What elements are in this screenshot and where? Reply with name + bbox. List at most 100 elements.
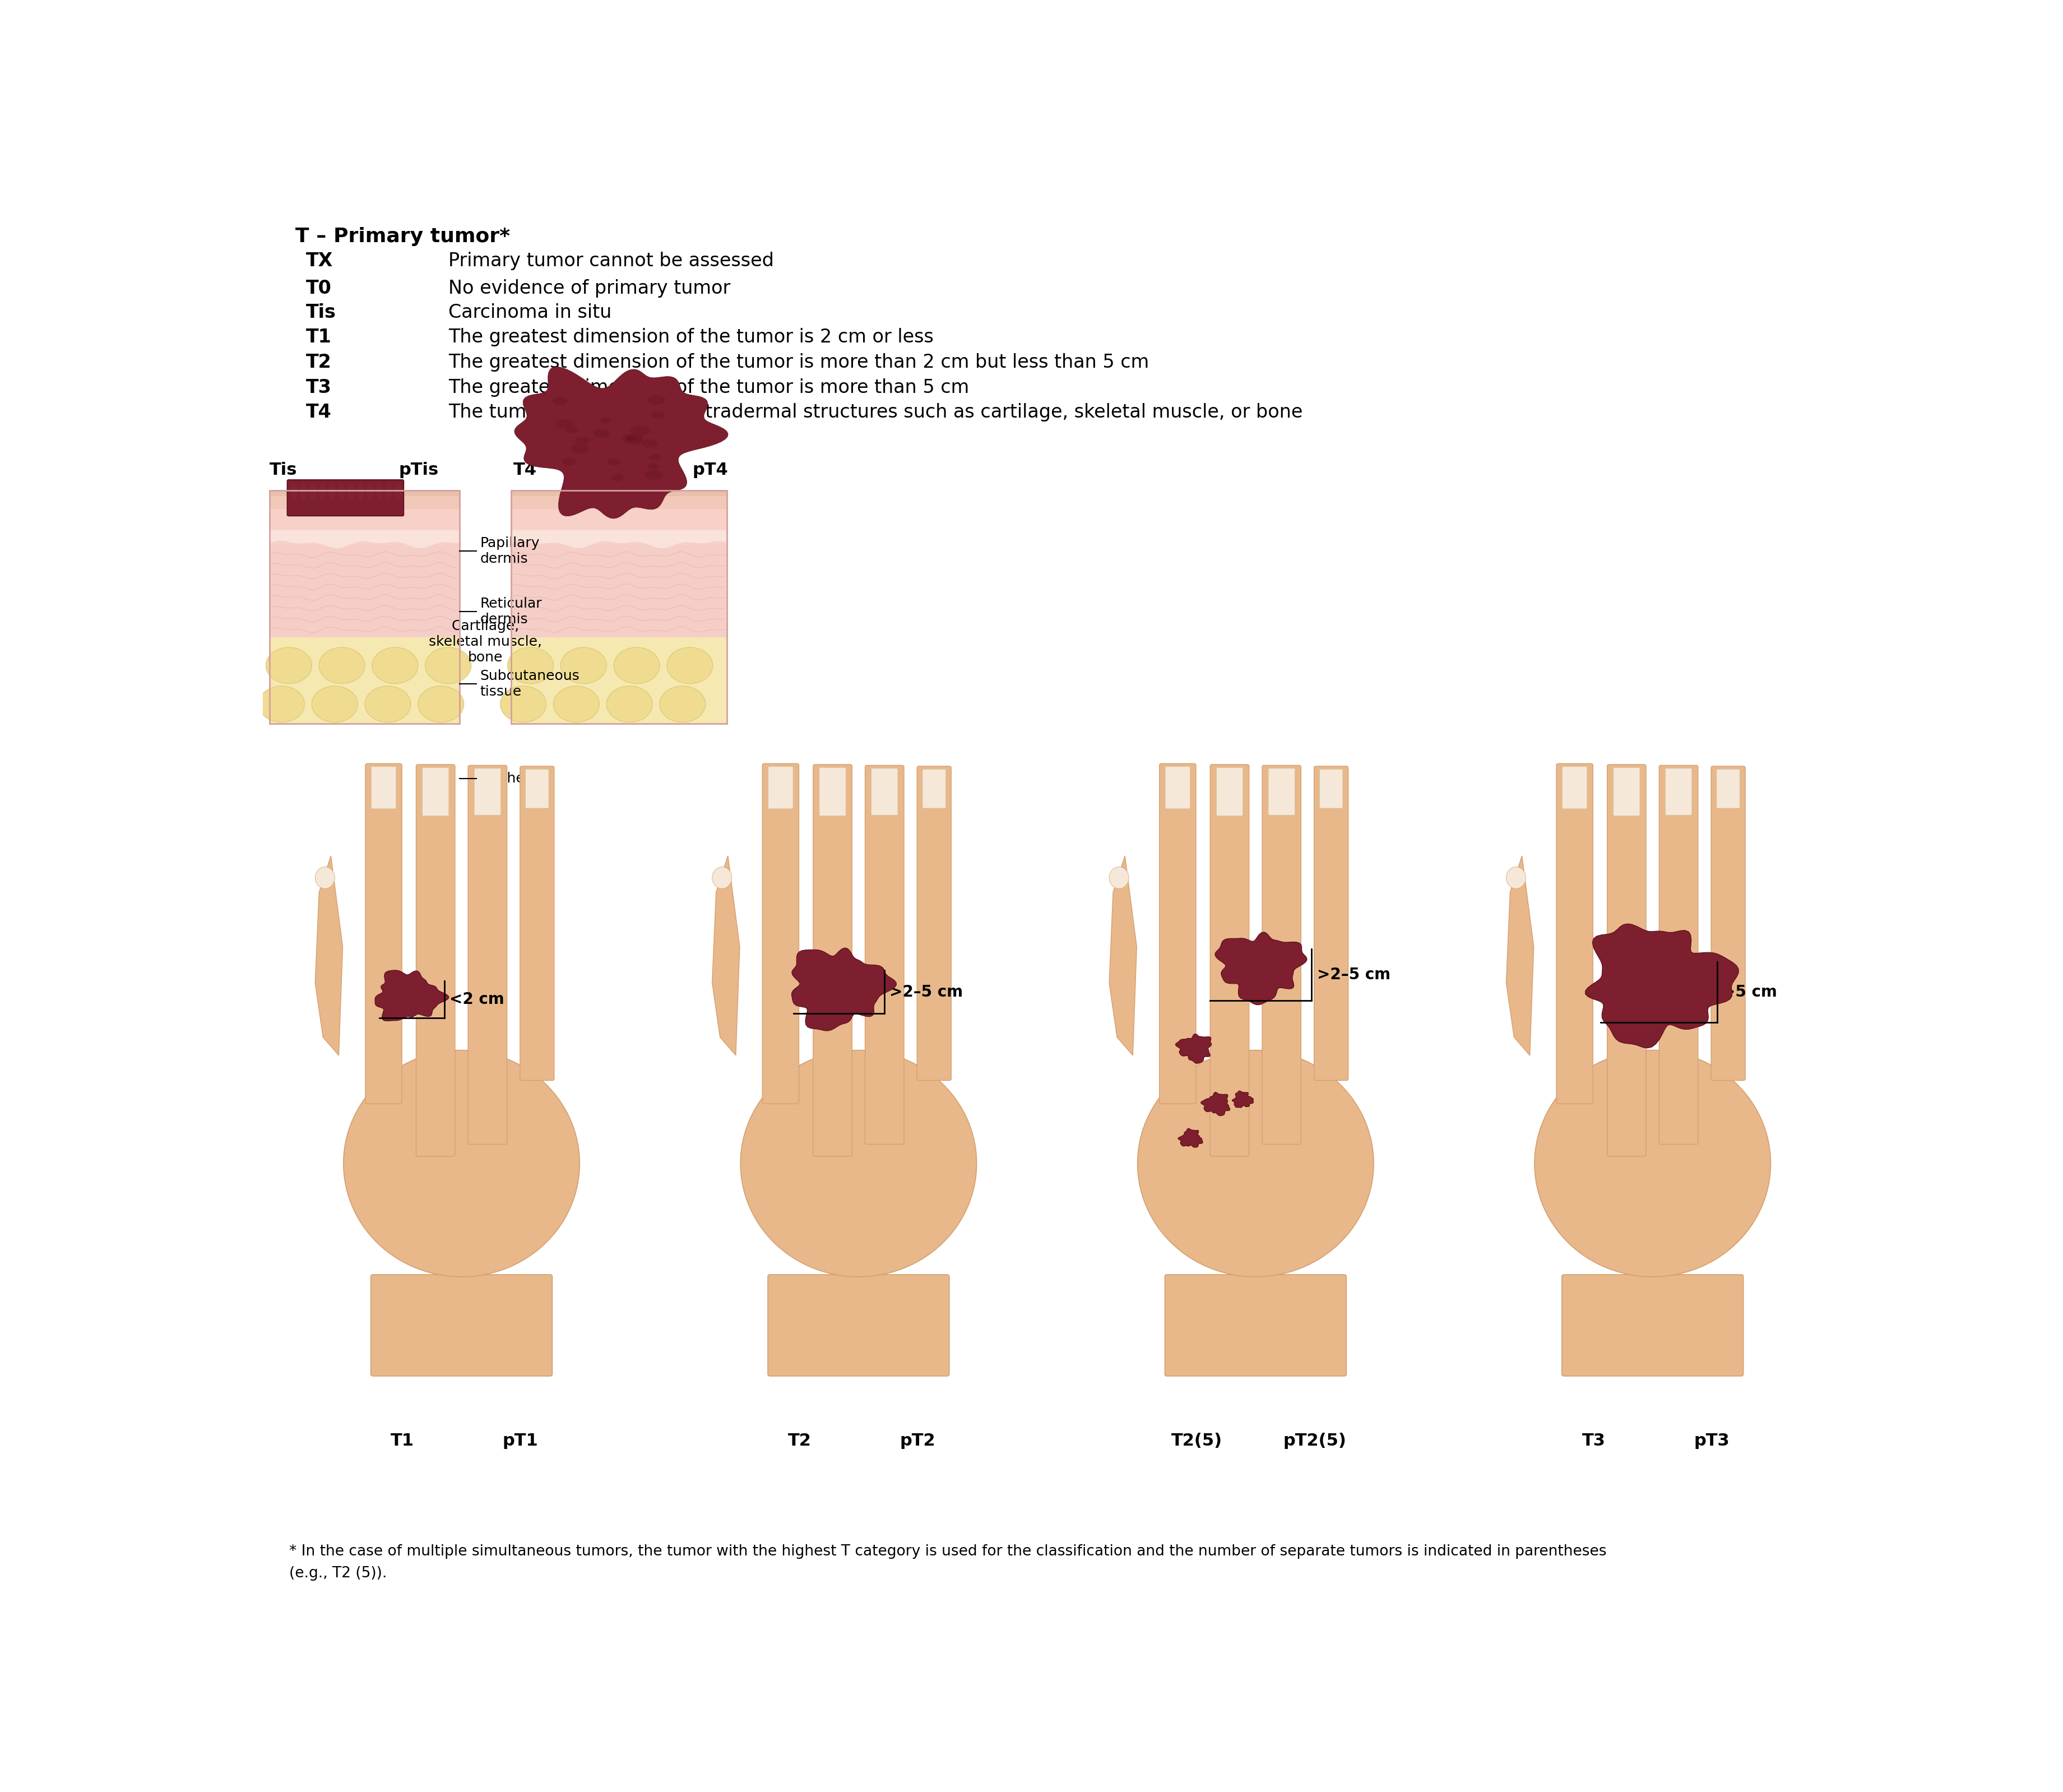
Ellipse shape [419,686,464,722]
Ellipse shape [1535,1050,1770,1276]
Ellipse shape [375,482,384,500]
Text: T3: T3 [305,378,332,396]
Text: T2: T2 [305,353,332,371]
Ellipse shape [258,686,305,722]
Bar [512,491,726,509]
Polygon shape [1178,1129,1203,1147]
Text: Epithelium: Epithelium [481,772,555,785]
FancyBboxPatch shape [468,765,507,1145]
FancyBboxPatch shape [864,765,904,1145]
Ellipse shape [607,686,652,722]
Ellipse shape [320,647,365,683]
Polygon shape [1584,923,1739,1048]
FancyBboxPatch shape [1710,767,1745,1081]
Ellipse shape [266,647,312,683]
Ellipse shape [425,647,470,683]
FancyBboxPatch shape [871,769,897,815]
Polygon shape [1215,932,1306,1005]
FancyBboxPatch shape [1166,767,1190,808]
Ellipse shape [571,444,588,453]
Ellipse shape [318,482,326,500]
Text: pT2(5): pT2(5) [1283,1432,1347,1450]
Text: * In the case of multiple simultaneous tumors, the tumor with the highest T cate: * In the case of multiple simultaneous t… [289,1545,1607,1559]
Ellipse shape [386,482,392,500]
FancyBboxPatch shape [767,767,792,808]
FancyBboxPatch shape [423,767,450,815]
Text: >5 cm: >5 cm [1723,984,1778,1000]
Polygon shape [1176,1034,1211,1063]
Ellipse shape [565,426,578,434]
Ellipse shape [650,410,664,419]
Ellipse shape [600,418,611,423]
Text: TX: TX [305,251,334,271]
Ellipse shape [627,434,644,443]
Ellipse shape [347,482,355,500]
FancyBboxPatch shape [520,767,555,1081]
Bar [270,491,460,509]
Bar [512,638,726,724]
Polygon shape [712,857,741,1055]
Ellipse shape [741,1050,976,1276]
Text: pT3: pT3 [1694,1432,1729,1450]
Ellipse shape [299,482,307,500]
Bar [270,545,460,638]
Text: The greatest dimension of the tumor is more than 5 cm: The greatest dimension of the tumor is m… [448,378,970,396]
FancyBboxPatch shape [1320,769,1343,808]
Ellipse shape [611,475,623,480]
FancyBboxPatch shape [365,763,402,1104]
Ellipse shape [712,867,732,889]
FancyBboxPatch shape [1607,765,1646,1156]
FancyBboxPatch shape [417,765,456,1156]
FancyBboxPatch shape [371,1274,553,1376]
Polygon shape [1201,1093,1230,1116]
Ellipse shape [644,470,662,480]
Bar [512,491,726,724]
Ellipse shape [365,686,411,722]
Text: >2–5 cm: >2–5 cm [889,984,963,1000]
Text: Tis: Tis [305,303,336,323]
Text: T2(5): T2(5) [1172,1432,1221,1450]
Ellipse shape [328,482,336,500]
Text: T4: T4 [514,462,536,478]
Polygon shape [1506,857,1533,1055]
Text: T2: T2 [788,1432,811,1450]
Text: Reticular
dermis: Reticular dermis [481,597,543,625]
FancyBboxPatch shape [371,767,396,808]
FancyBboxPatch shape [1314,767,1349,1081]
Text: T – Primary tumor*: T – Primary tumor* [295,228,510,246]
Ellipse shape [357,482,365,500]
FancyBboxPatch shape [1665,769,1692,815]
Text: T3: T3 [1582,1432,1605,1450]
FancyBboxPatch shape [474,769,501,815]
Text: Papillary
dermis: Papillary dermis [481,536,541,566]
Text: No evidence of primary tumor: No evidence of primary tumor [448,280,730,297]
Ellipse shape [594,430,609,437]
Bar [270,491,460,496]
FancyBboxPatch shape [1217,767,1242,815]
FancyBboxPatch shape [1562,1274,1743,1376]
FancyBboxPatch shape [287,480,404,516]
Text: pTis: pTis [398,462,439,478]
Text: <2 cm: <2 cm [450,991,503,1007]
Text: T0: T0 [305,280,332,297]
Text: T1: T1 [390,1432,415,1450]
Text: pT1: pT1 [503,1432,538,1450]
Polygon shape [375,969,450,1021]
Bar [512,509,726,545]
Ellipse shape [561,459,576,466]
Text: Subcutaneous
tissue: Subcutaneous tissue [481,670,580,699]
Ellipse shape [553,686,598,722]
Text: Tis: Tis [270,462,297,478]
FancyBboxPatch shape [1159,763,1197,1104]
FancyBboxPatch shape [767,1274,949,1376]
Ellipse shape [394,482,402,500]
Text: The greatest dimension of the tumor is more than 2 cm but less than 5 cm: The greatest dimension of the tumor is m… [448,353,1149,371]
Ellipse shape [338,482,345,500]
Bar [270,491,460,724]
Text: Primary tumor cannot be assessed: Primary tumor cannot be assessed [448,251,774,271]
FancyBboxPatch shape [1269,769,1296,815]
Text: pT2: pT2 [899,1432,935,1450]
Text: pT4: pT4 [693,462,728,478]
Bar [270,509,460,545]
Ellipse shape [666,647,712,683]
